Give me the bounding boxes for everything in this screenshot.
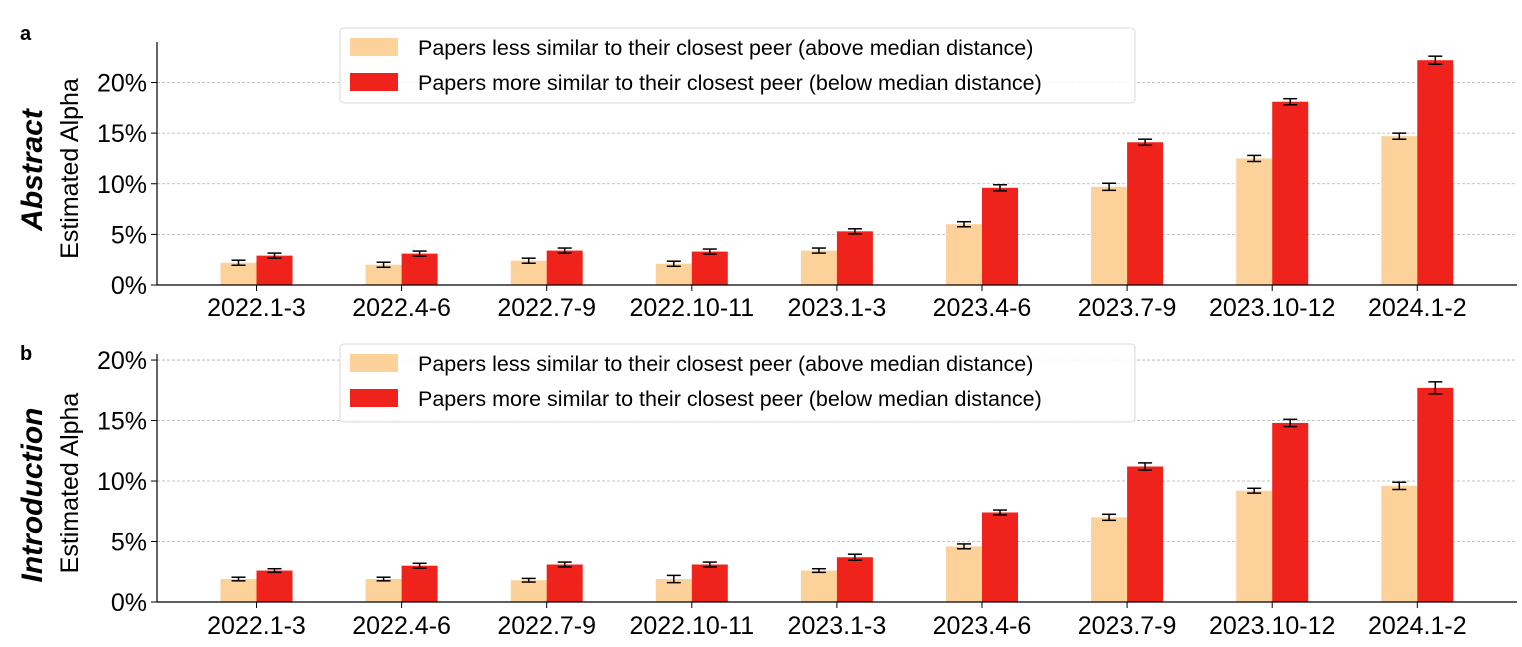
y-tick-label: 15% bbox=[97, 408, 147, 436]
bar bbox=[1091, 186, 1128, 285]
y-tick-label: 0% bbox=[111, 589, 147, 617]
bar bbox=[800, 570, 837, 602]
legend-swatch bbox=[350, 389, 398, 407]
x-tick-label: 2023.10-12 bbox=[1209, 612, 1336, 640]
panel-letter: b bbox=[20, 343, 32, 365]
y-tick-label: 20% bbox=[97, 347, 147, 375]
row-label: Abstract bbox=[16, 107, 49, 232]
x-tick-label: 2023.7-9 bbox=[1078, 294, 1177, 322]
bar bbox=[365, 579, 402, 602]
legend-label: Papers more similar to their closest pee… bbox=[418, 71, 1042, 95]
bar bbox=[1127, 142, 1164, 285]
panel-b: 0% 5% 10% 15% 20% 2022.1-3 2022.4-6 2022.7-9 202… bbox=[16, 343, 1517, 640]
bar bbox=[1381, 136, 1418, 285]
x-tick-label: 2022.1-3 bbox=[207, 294, 306, 322]
x-tick-label: 2023.1-3 bbox=[788, 294, 887, 322]
x-tick-label: 2022.10-11 bbox=[629, 294, 754, 322]
bar bbox=[1236, 158, 1273, 285]
legend-label: Papers less similar to their closest pee… bbox=[418, 36, 1033, 60]
x-tick-label: 2022.7-9 bbox=[497, 294, 596, 322]
legend-label: Papers more similar to their closest pee… bbox=[418, 387, 1042, 411]
bar bbox=[1417, 387, 1454, 602]
x-tick-label: 2023.7-9 bbox=[1078, 612, 1177, 640]
y-tick-label: 5% bbox=[111, 529, 147, 557]
bar bbox=[546, 250, 583, 285]
x-tick-label: 2024.1-2 bbox=[1368, 612, 1467, 640]
legend-box bbox=[339, 27, 1136, 104]
y-tick-label: 20% bbox=[97, 70, 147, 98]
bar bbox=[256, 570, 293, 602]
bar bbox=[655, 579, 692, 602]
bar bbox=[946, 224, 982, 285]
x-tick-label: 2023.4-6 bbox=[933, 294, 1032, 322]
x-tick-label: 2022.1-3 bbox=[207, 612, 306, 640]
legend-swatch bbox=[350, 73, 398, 91]
bar bbox=[982, 187, 1018, 285]
bar bbox=[800, 250, 837, 285]
y-tick-label: 10% bbox=[97, 171, 147, 199]
y-tick-label: 0% bbox=[111, 272, 147, 300]
legend: Papers less similar to their closest pee… bbox=[339, 27, 1136, 104]
x-tick-label: 2022.7-9 bbox=[497, 612, 596, 640]
x-tick-label: 2023.10-12 bbox=[1209, 294, 1336, 322]
bar bbox=[655, 263, 692, 285]
bar bbox=[946, 546, 982, 602]
bar bbox=[546, 564, 583, 602]
bar bbox=[1236, 490, 1273, 602]
row-label: Introduction bbox=[16, 408, 49, 583]
bar bbox=[365, 264, 402, 285]
bar bbox=[836, 557, 873, 602]
legend-swatch bbox=[350, 354, 398, 372]
bar bbox=[691, 564, 728, 602]
y-axis-label: Estimated Alpha bbox=[56, 393, 84, 574]
legend-box bbox=[339, 343, 1136, 423]
y-tick-label: 10% bbox=[97, 468, 147, 496]
x-tick-label: 2023.4-6 bbox=[933, 612, 1032, 640]
y-tick-label: 5% bbox=[111, 221, 147, 249]
bar bbox=[401, 565, 438, 602]
x-tick-label: 2022.4-6 bbox=[352, 612, 451, 640]
bar bbox=[982, 512, 1018, 602]
legend: Papers less similar to their closest pee… bbox=[339, 343, 1136, 423]
y-axis-label: Estimated Alpha bbox=[56, 78, 84, 259]
bar bbox=[1127, 466, 1164, 602]
bar bbox=[1381, 485, 1418, 602]
bar bbox=[401, 253, 438, 285]
bar bbox=[1417, 60, 1454, 285]
bar bbox=[220, 579, 257, 602]
x-tick-label: 2024.1-2 bbox=[1368, 294, 1467, 322]
panel-a: 0% 5% 10% 15% 20% 2022.1-3 2022.4-6 2022.7-9 202… bbox=[16, 23, 1517, 322]
bar bbox=[1272, 422, 1309, 602]
x-tick-label: 2023.1-3 bbox=[788, 612, 887, 640]
legend-label: Papers less similar to their closest pee… bbox=[418, 352, 1033, 376]
x-tick-label: 2022.4-6 bbox=[352, 294, 451, 322]
bar bbox=[1272, 101, 1309, 285]
bar bbox=[510, 260, 547, 285]
bar bbox=[220, 262, 257, 285]
panel-letter: a bbox=[20, 23, 32, 45]
x-tick-label: 2022.10-11 bbox=[629, 612, 754, 640]
bar bbox=[256, 255, 293, 285]
bar bbox=[836, 231, 873, 285]
legend-swatch bbox=[350, 38, 398, 56]
bar bbox=[691, 251, 728, 285]
bar bbox=[1091, 517, 1128, 602]
bar bbox=[510, 580, 547, 602]
y-tick-label: 15% bbox=[97, 120, 147, 148]
